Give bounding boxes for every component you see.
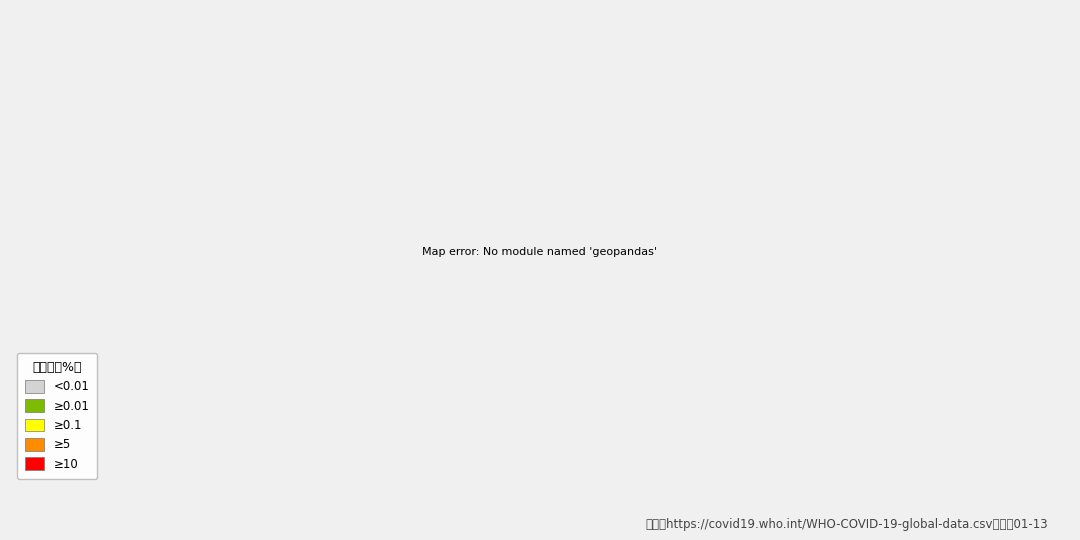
Text: Map error: No module named 'geopandas': Map error: No module named 'geopandas' <box>422 247 658 258</box>
Legend: <0.01, ≥0.01, ≥0.1, ≥5, ≥10: <0.01, ≥0.01, ≥0.1, ≥5, ≥10 <box>16 353 97 479</box>
Text: 网址：https://covid19.who.int/WHO-COVID-19-global-data.csv，截至01-13: 网址：https://covid19.who.int/WHO-COVID-19-… <box>645 518 1048 531</box>
